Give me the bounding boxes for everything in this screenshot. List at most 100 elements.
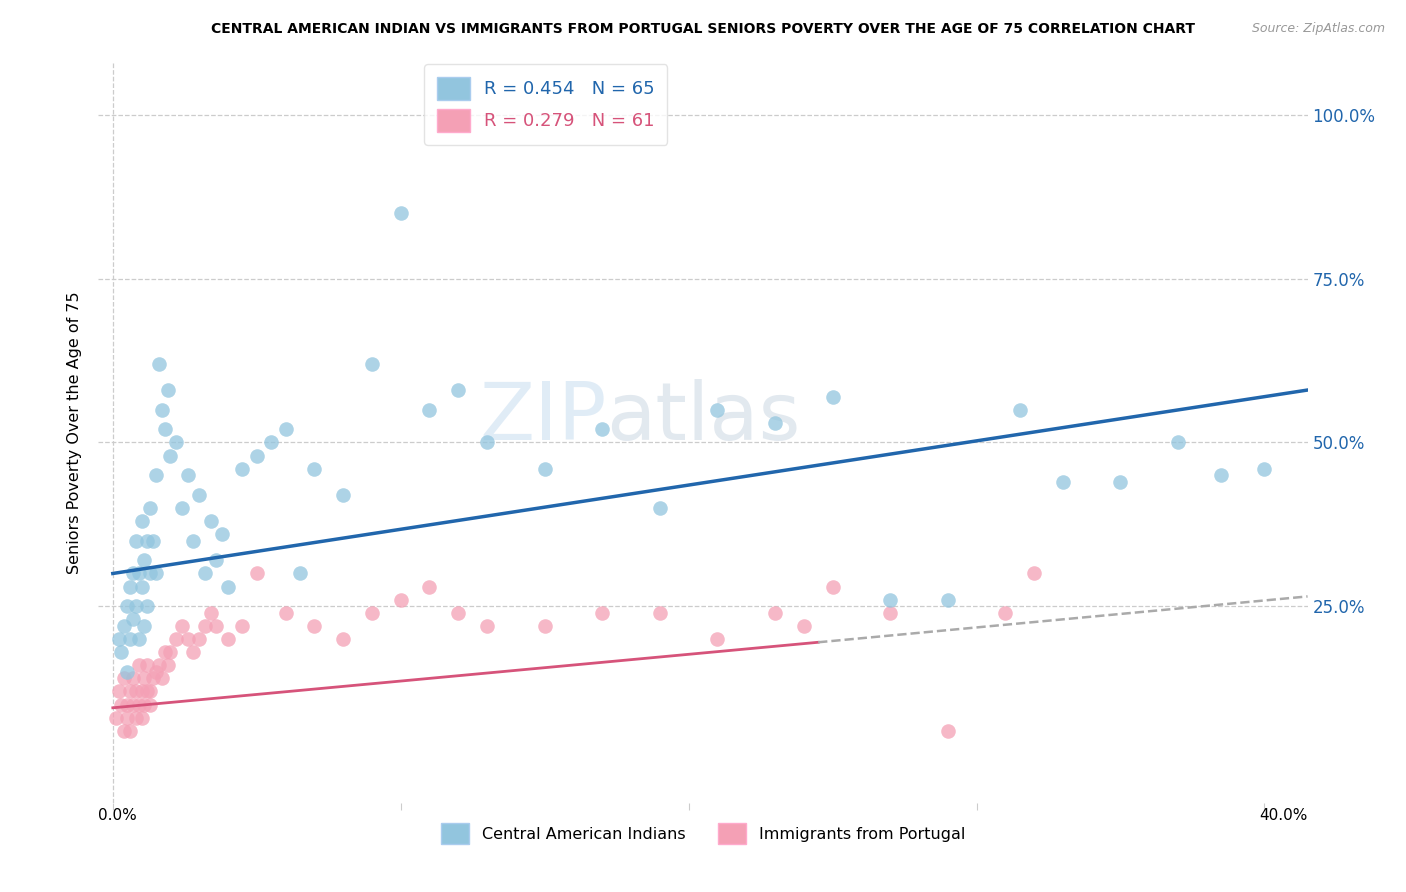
Point <box>332 632 354 646</box>
Point <box>475 435 498 450</box>
Point <box>231 619 253 633</box>
Y-axis label: Seniors Poverty Over the Age of 75: Seniors Poverty Over the Age of 75 <box>67 292 83 574</box>
Point <box>304 619 326 633</box>
Point <box>1167 435 1189 450</box>
Text: atlas: atlas <box>606 379 800 457</box>
Point <box>139 566 162 581</box>
Point <box>112 723 135 738</box>
Point <box>936 592 959 607</box>
Point <box>134 671 156 685</box>
Point <box>1008 402 1031 417</box>
Point <box>131 514 153 528</box>
Point <box>246 449 269 463</box>
Point <box>145 468 167 483</box>
Point <box>332 488 354 502</box>
Point <box>1022 566 1045 581</box>
Point <box>153 422 176 436</box>
Text: Source: ZipAtlas.com: Source: ZipAtlas.com <box>1251 22 1385 36</box>
Point <box>122 566 145 581</box>
Point <box>176 468 198 483</box>
Point <box>145 566 167 581</box>
Point <box>1253 461 1275 475</box>
Point <box>533 461 555 475</box>
Point <box>128 632 150 646</box>
Point <box>134 619 156 633</box>
Point <box>115 711 138 725</box>
Point <box>165 632 187 646</box>
Point <box>821 390 844 404</box>
Point <box>447 606 470 620</box>
Point <box>125 599 148 614</box>
Point <box>274 422 297 436</box>
Point <box>120 684 142 698</box>
Point <box>122 698 145 712</box>
Point <box>150 402 173 417</box>
Point <box>793 619 815 633</box>
Point <box>591 422 613 436</box>
Point <box>148 658 170 673</box>
Point <box>763 606 786 620</box>
Point <box>648 500 671 515</box>
Point <box>112 619 135 633</box>
Point <box>107 632 129 646</box>
Point <box>122 671 145 685</box>
Point <box>112 671 135 685</box>
Text: 0.0%: 0.0% <box>98 808 138 823</box>
Point <box>706 402 728 417</box>
Point <box>1211 468 1233 483</box>
Point <box>125 533 148 548</box>
Point <box>217 632 239 646</box>
Point <box>159 645 181 659</box>
Point <box>205 553 228 567</box>
Point <box>148 357 170 371</box>
Point <box>139 684 162 698</box>
Point <box>533 619 555 633</box>
Point <box>1109 475 1132 489</box>
Point <box>183 533 205 548</box>
Point <box>128 658 150 673</box>
Point <box>936 723 959 738</box>
Point <box>156 658 179 673</box>
Point <box>879 592 901 607</box>
Point <box>128 698 150 712</box>
Point <box>136 658 159 673</box>
Point <box>591 606 613 620</box>
Point <box>304 461 326 475</box>
Point <box>389 592 412 607</box>
Point <box>274 606 297 620</box>
Point <box>115 599 138 614</box>
Point <box>194 619 217 633</box>
Point <box>125 684 148 698</box>
Point <box>200 514 222 528</box>
Point <box>260 435 283 450</box>
Point <box>136 533 159 548</box>
Point <box>122 612 145 626</box>
Point <box>131 580 153 594</box>
Point <box>153 645 176 659</box>
Point <box>136 684 159 698</box>
Point <box>145 665 167 679</box>
Point <box>879 606 901 620</box>
Point <box>288 566 311 581</box>
Point <box>418 580 440 594</box>
Point <box>418 402 440 417</box>
Point <box>1052 475 1074 489</box>
Point <box>134 553 156 567</box>
Point <box>994 606 1017 620</box>
Point <box>389 206 412 220</box>
Point <box>170 500 193 515</box>
Point <box>217 580 239 594</box>
Point <box>131 684 153 698</box>
Point <box>142 533 165 548</box>
Point <box>139 698 162 712</box>
Point <box>142 671 165 685</box>
Point <box>361 606 384 620</box>
Point <box>188 632 211 646</box>
Point <box>159 449 181 463</box>
Point <box>447 383 470 397</box>
Point <box>706 632 728 646</box>
Point <box>246 566 269 581</box>
Point <box>200 606 222 620</box>
Point <box>194 566 217 581</box>
Text: ZIP: ZIP <box>479 379 606 457</box>
